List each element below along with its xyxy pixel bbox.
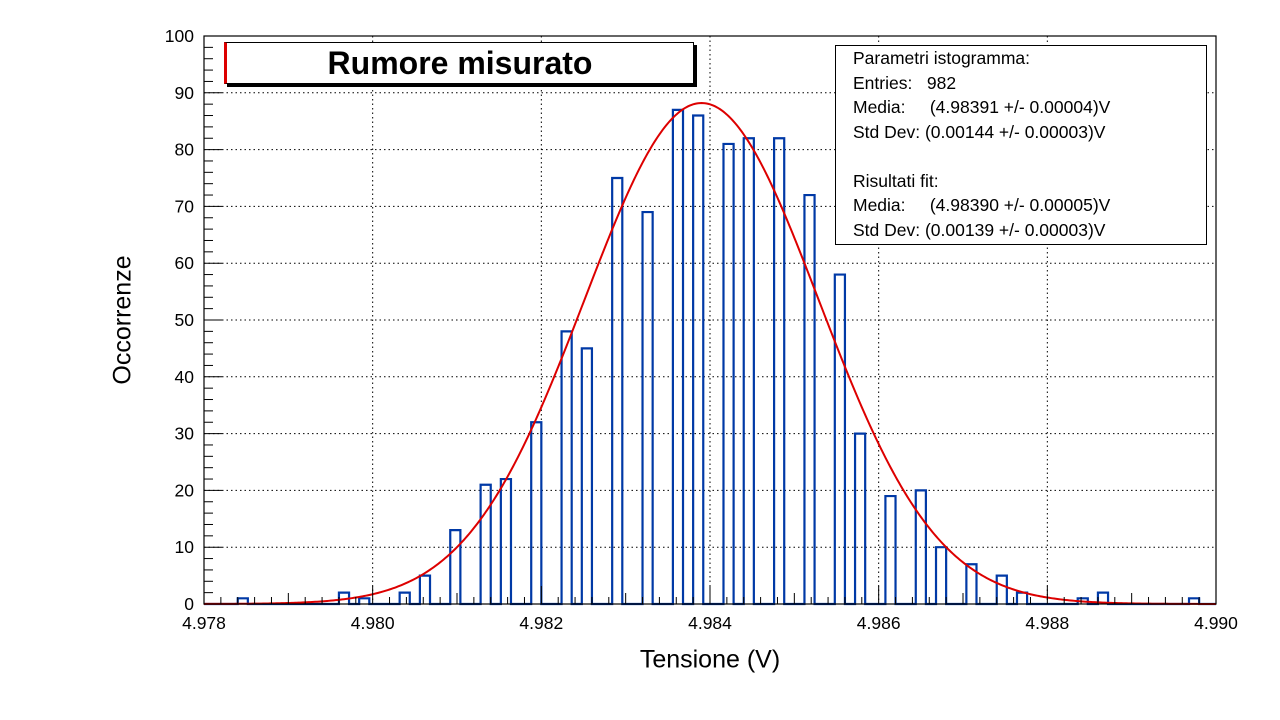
title-box: Rumore misurato (224, 42, 694, 84)
x-tick-label: 4.978 (182, 613, 226, 633)
histogram-bin (400, 593, 410, 604)
y-tick-label: 80 (175, 140, 195, 160)
histogram-bin (936, 547, 946, 604)
y-tick-label: 10 (175, 537, 195, 557)
histogram-bin (481, 485, 491, 604)
histogram-bin (612, 178, 622, 604)
y-tick-label: 90 (175, 83, 195, 103)
histogram-bin (855, 434, 865, 604)
histogram-bin (997, 576, 1007, 604)
histogram-bin (723, 144, 733, 604)
fit-header: Risultati fit: (853, 170, 939, 191)
histogram-bin (420, 576, 430, 604)
stats-legend: Parametri istogramma: Entries: 982 Media… (835, 45, 1207, 245)
y-axis-label: Occorrenze (108, 255, 137, 385)
y-tick-label: 40 (175, 367, 195, 387)
y-tick-label: 0 (184, 594, 194, 614)
x-tick-label: 4.980 (351, 613, 395, 633)
y-tick-label: 50 (175, 310, 195, 330)
x-tick-label: 4.988 (1025, 613, 1069, 633)
x-tick-label: 4.982 (519, 613, 563, 633)
histogram-bin (562, 331, 572, 604)
histogram-bin (531, 422, 541, 604)
histogram-bin (744, 138, 754, 604)
y-tick-label: 30 (175, 424, 195, 444)
histogram-bin (1017, 593, 1027, 604)
x-tick-label: 4.986 (857, 613, 901, 633)
x-tick-label: 4.984 (688, 613, 732, 633)
fit-mean: Media: (4.98390 +/- 0.00005)V (853, 195, 1111, 215)
fit-stddev: Std Dev: (0.00139 +/- 0.00003)V (853, 219, 1106, 240)
histogram-bin (693, 116, 703, 604)
stats-entries: Entries: 982 (853, 72, 957, 93)
x-tick-label: 4.990 (1194, 613, 1238, 633)
y-tick-label: 20 (175, 480, 195, 500)
y-tick-label: 60 (175, 253, 195, 273)
histogram-bin (673, 110, 683, 604)
histogram-bin (835, 275, 845, 604)
stats-header: Parametri istogramma: (853, 48, 1030, 68)
histogram-bin (804, 195, 814, 604)
x-axis-label: Tensione (V) (639, 645, 781, 674)
histogram-bin (450, 530, 460, 604)
chart-title: Rumore misurato (327, 44, 593, 81)
stats-mean: Media: (4.98391 +/- 0.00004)V (853, 97, 1111, 117)
y-tick-label: 100 (165, 26, 194, 46)
stats-stddev: Std Dev: (0.00144 +/- 0.00003)V (853, 121, 1106, 142)
histogram-bin (582, 348, 592, 604)
y-tick-label: 70 (175, 196, 195, 216)
histogram-bin (359, 598, 369, 604)
histogram-bin (885, 496, 895, 604)
histogram-bin (643, 212, 653, 604)
histogram-bin (916, 490, 926, 604)
histogram-bin (501, 479, 511, 604)
